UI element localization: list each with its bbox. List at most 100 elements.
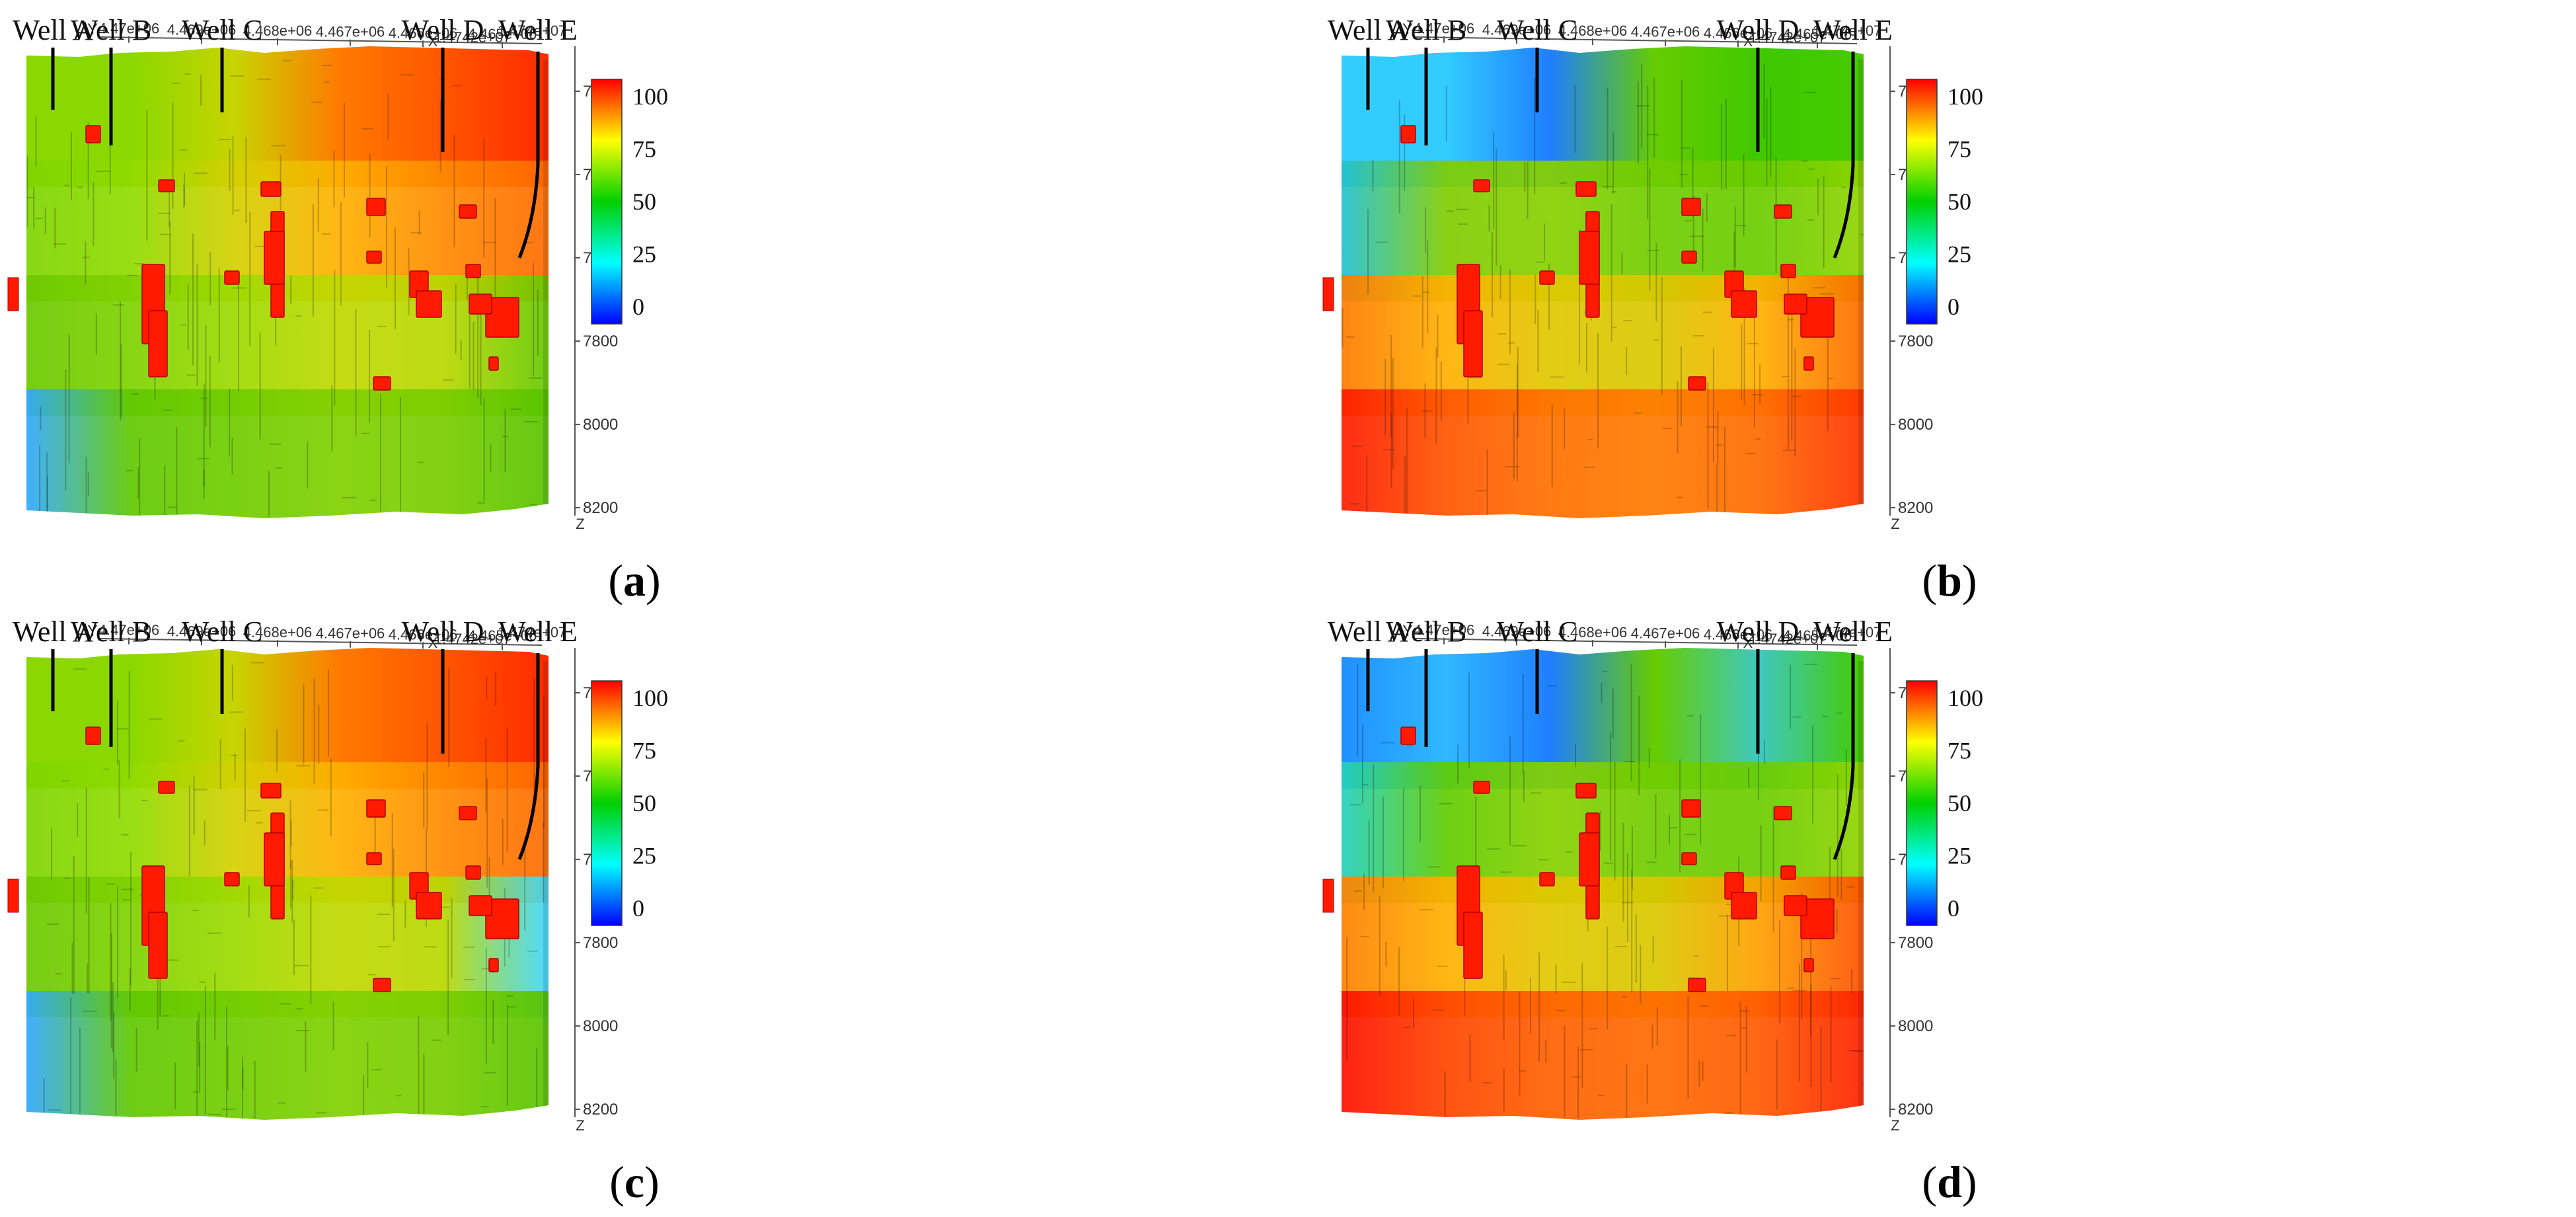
inclusion-block [469, 895, 492, 916]
colorbar-tick-label: 0 [632, 895, 644, 922]
inclusion-block [264, 231, 285, 285]
inclusion-block [1780, 264, 1796, 278]
inclusion-block [1473, 179, 1490, 192]
inclusion-block [1800, 898, 1835, 939]
x-axis-letter: X [1743, 635, 1753, 651]
y-axis-line [1414, 638, 1858, 646]
inclusion-block [260, 783, 282, 799]
y-tick-label: 4.467e+06 [316, 24, 385, 40]
colorbar-tick-label: 100 [632, 685, 668, 711]
inclusion-block [373, 376, 391, 391]
y-axis-line [98, 638, 543, 646]
y-axis-letter: Y [1402, 20, 1413, 38]
caption-d: (d) [1922, 1157, 1977, 1207]
inclusion-block [148, 912, 168, 979]
y-tick-label: 4.468e+06 [243, 22, 313, 39]
well-label: Well A [1328, 14, 1409, 46]
colorbar-tick-label: 0 [632, 294, 644, 320]
well-label: Well D [402, 14, 484, 46]
z-axis-letter: Z [576, 1117, 584, 1134]
well-label: Well E [1813, 615, 1893, 648]
z-tick-label: 8000 [1898, 416, 1933, 434]
colorbar-tick-label: 25 [632, 241, 656, 268]
y-axis-letter: Y [1402, 622, 1413, 640]
inclusion-block [1473, 781, 1490, 794]
inclusion-block [1579, 231, 1600, 285]
inclusion-block [1830, 1117, 1846, 1120]
panel-c: Y 4.47e+06 4.469e+06 4.468e+06 4.467e+06 4.46… [0, 602, 1288, 1210]
inclusion-block [85, 125, 101, 143]
colorbar-tick-label: 75 [632, 738, 656, 764]
inclusion-block [459, 806, 477, 820]
inclusion-block [1322, 879, 1334, 913]
inclusion-block [485, 898, 519, 939]
z-tick-label: 8000 [583, 1017, 618, 1035]
y-tick-label: 4.469e+06 [1482, 623, 1552, 639]
well-label: Well B [1386, 615, 1466, 648]
inclusion-block [1579, 832, 1600, 886]
inclusion-block [1681, 251, 1697, 264]
y-axis-line [98, 36, 543, 44]
inclusion-block [1463, 912, 1483, 979]
z-tick-label: 7800 [583, 333, 618, 350]
y-tick-label: 4.469e+06 [167, 21, 237, 38]
inclusion-block [1681, 852, 1697, 865]
caption-a: (a) [608, 555, 661, 606]
z-tick-label: 7800 [1898, 333, 1933, 350]
y-axis-letter: Y [87, 20, 98, 38]
inclusion-block [224, 872, 240, 886]
z-tick-label: 7800 [1898, 934, 1933, 952]
inclusion-block [465, 264, 481, 278]
y-tick-label: 4.468e+06 [1558, 624, 1628, 641]
y-tick-label: 4.47e+06 [98, 622, 159, 639]
inclusion-block [1784, 895, 1807, 916]
y-tick-label: 4.465e+06 [468, 26, 537, 42]
x-axis-letter: X [428, 635, 438, 651]
well-label: Well B [71, 615, 151, 648]
inclusion-block [366, 852, 382, 865]
well-label: Well C [1497, 14, 1577, 46]
reservoir-model [26, 46, 549, 518]
colorbar-tick-label: 75 [1948, 738, 1971, 764]
z-axis-letter: Z [1891, 1117, 1899, 1134]
y-axis-letter: Y [87, 622, 98, 640]
inclusion-block [1731, 290, 1757, 318]
inclusion-block [1688, 978, 1706, 992]
colorbar-tick-label: 50 [632, 790, 656, 816]
y-tick-label: 4.469e+06 [167, 623, 237, 639]
z-tick-label: 8200 [583, 1101, 618, 1119]
inclusion-block [1400, 125, 1416, 143]
inclusion-block [264, 832, 285, 886]
y-tick-label: 4.465e+06 [468, 627, 537, 644]
inclusion-block [158, 781, 175, 794]
panel-b-figure: Y 4.47e+06 4.469e+06 4.468e+06 4.467e+06 4.46… [1322, 14, 1983, 532]
y-tick-label: 4.47e+06 [1414, 622, 1474, 639]
panel-a: Y 4.47e+06 4.469e+06 4.468e+06 4.467e+06 4.46… [0, 0, 1288, 608]
model-edge [1858, 59, 1864, 517]
inclusion-block [488, 958, 499, 972]
x-tick-label: 1.474e+07 [1813, 22, 1882, 39]
well-label: Well E [498, 14, 578, 46]
y-tick-label: 4.465e+06 [1783, 26, 1852, 42]
well-label: Well D [402, 615, 484, 648]
y-tick-label: 4.47e+06 [98, 20, 159, 37]
panel-d: Y 4.47e+06 4.469e+06 4.468e+06 4.467e+06 4.46… [1315, 602, 2576, 1210]
z-axis-letter: Z [576, 516, 584, 532]
well-label: Well E [1813, 14, 1893, 46]
inclusion-block [366, 198, 386, 216]
x-tick-label: 1.4742e+07 [434, 631, 511, 647]
inclusion-block [488, 356, 499, 371]
property-band [1342, 991, 1864, 1120]
reservoir-model [26, 648, 549, 1120]
colorbar-tick-label: 25 [1948, 843, 1971, 869]
inclusion-block [485, 297, 519, 338]
y-tick-label: 4.467e+06 [316, 625, 385, 642]
y-axis-line [1414, 36, 1858, 44]
z-tick-label: 8000 [1898, 1017, 1933, 1035]
inclusion-block [260, 181, 282, 197]
z-tick-label: 8200 [583, 499, 618, 517]
inclusion-block [1463, 310, 1483, 377]
y-tick-label: 4.466e+06 [1704, 24, 1773, 41]
inclusion-block [459, 204, 477, 219]
y-tick-label: 4.466e+06 [389, 626, 458, 643]
